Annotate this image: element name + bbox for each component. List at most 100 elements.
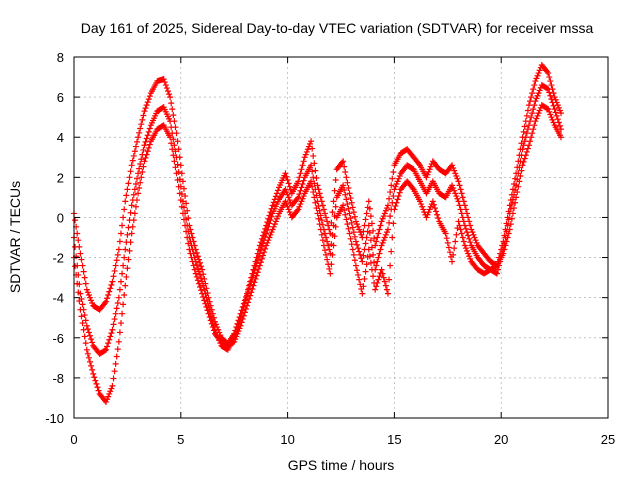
data-point <box>340 202 347 209</box>
data-point <box>208 320 215 327</box>
data-point <box>120 301 127 308</box>
data-point <box>141 108 148 115</box>
y-tick-label: 0 <box>57 210 64 225</box>
data-point <box>176 190 183 197</box>
data-point <box>268 213 275 220</box>
data-point <box>317 212 324 219</box>
data-point <box>458 190 465 197</box>
data-point <box>298 184 305 191</box>
data-point <box>354 267 361 274</box>
data-point <box>357 251 364 258</box>
data-point <box>128 202 135 209</box>
data-point <box>459 234 466 241</box>
data-point <box>339 159 346 166</box>
data-point <box>377 246 384 253</box>
data-point <box>456 202 463 209</box>
data-point <box>130 217 137 224</box>
data-point <box>525 122 532 129</box>
data-point <box>89 300 96 307</box>
data-point <box>257 259 264 266</box>
data-point <box>380 274 387 281</box>
data-point <box>380 237 387 244</box>
data-point <box>265 223 272 230</box>
data-point <box>177 162 184 169</box>
data-point <box>88 297 95 304</box>
data-point <box>454 195 461 202</box>
data-point <box>343 216 350 223</box>
data-point <box>117 320 124 327</box>
data-point <box>129 157 136 164</box>
data-point <box>529 90 536 97</box>
data-point <box>464 210 471 217</box>
data-point <box>435 215 442 222</box>
data-point <box>167 94 174 101</box>
data-point <box>449 258 456 265</box>
data-point <box>246 296 253 303</box>
data-point <box>461 222 468 229</box>
data-point <box>234 330 241 337</box>
data-point <box>532 78 539 85</box>
data-point <box>545 86 552 93</box>
data-point <box>548 82 555 89</box>
data-point <box>198 287 205 294</box>
data-point <box>512 199 519 206</box>
data-point <box>108 330 115 337</box>
data-point <box>319 202 326 209</box>
data-point <box>132 143 139 150</box>
data-point <box>183 200 190 207</box>
data-point <box>109 278 116 285</box>
data-point <box>101 347 108 354</box>
data-point <box>188 242 195 249</box>
data-point <box>507 221 514 228</box>
data-point <box>347 235 354 242</box>
data-point <box>431 205 438 212</box>
data-point <box>457 186 464 193</box>
data-point <box>253 260 260 267</box>
data-point <box>425 209 432 216</box>
data-point <box>262 233 269 240</box>
data-point <box>375 276 382 283</box>
data-point <box>315 215 322 222</box>
y-tick-label: 8 <box>57 50 64 65</box>
data-point <box>330 242 337 249</box>
data-point <box>443 235 450 242</box>
data-point <box>344 201 351 208</box>
data-point <box>553 112 560 119</box>
data-point <box>181 185 188 192</box>
data-point <box>350 251 357 258</box>
data-point <box>124 231 131 238</box>
data-point <box>282 198 289 205</box>
x-tick-label: 0 <box>70 432 77 447</box>
data-point <box>466 253 473 260</box>
data-point <box>119 222 126 229</box>
data-point <box>391 206 398 213</box>
data-point <box>297 170 304 177</box>
data-point <box>193 273 200 280</box>
data-point <box>242 306 249 313</box>
data-point <box>534 92 541 99</box>
data-point <box>321 230 328 237</box>
data-point <box>294 207 301 214</box>
data-point <box>171 142 178 149</box>
data-point <box>387 213 394 220</box>
data-point <box>390 168 397 175</box>
series-2 <box>71 82 565 357</box>
data-point <box>117 278 124 285</box>
data-point <box>131 148 138 155</box>
data-point <box>190 262 197 269</box>
data-point <box>370 273 377 280</box>
data-point <box>535 70 542 77</box>
data-point <box>177 197 184 204</box>
data-point <box>366 253 373 260</box>
data-point <box>297 201 304 208</box>
data-point <box>374 234 381 241</box>
data-point <box>248 277 255 284</box>
data-point <box>135 134 142 141</box>
data-point <box>434 211 441 218</box>
data-point <box>345 205 352 212</box>
data-point <box>284 191 291 198</box>
data-point <box>509 210 516 217</box>
data-point <box>162 82 169 89</box>
data-point <box>238 319 245 326</box>
data-point <box>127 239 134 246</box>
